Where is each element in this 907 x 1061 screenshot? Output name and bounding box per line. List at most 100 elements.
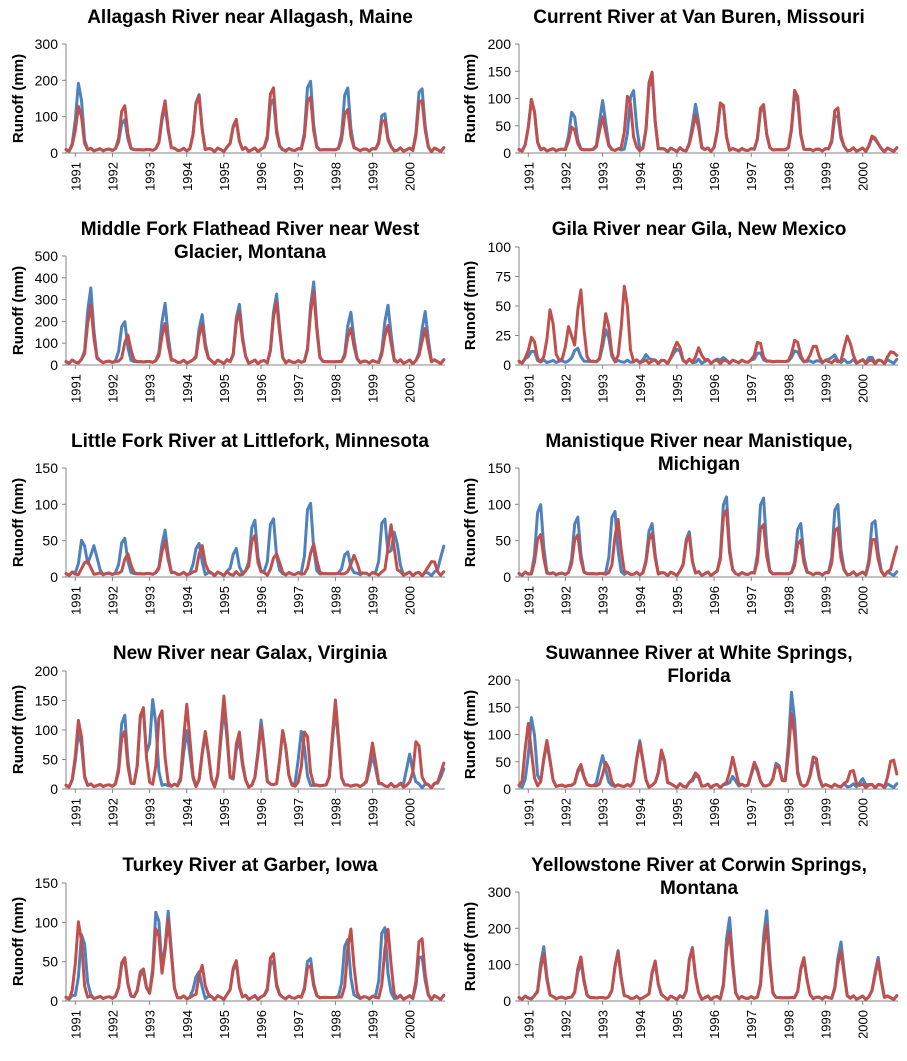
x-tick-label: 1997 <box>744 162 759 191</box>
series-line-red <box>64 917 446 1002</box>
chart-title: Allagash River near Allagash, Maine <box>87 7 413 28</box>
x-tick-label: 2000 <box>856 586 871 615</box>
x-tick-label: 2000 <box>403 798 418 827</box>
chart-title: New River near Galax, Virginia <box>112 643 388 664</box>
x-tick-label: 1995 <box>217 374 232 403</box>
x-tick-label: 1993 <box>143 374 158 403</box>
x-tick-label: 1993 <box>143 586 158 615</box>
y-tick-label: 50 <box>495 533 511 549</box>
x-tick-label: 1992 <box>558 374 573 403</box>
y-tick-label: 200 <box>35 663 59 679</box>
x-tick-label: 1993 <box>596 798 611 827</box>
x-tick-label: 1991 <box>521 1010 536 1039</box>
y-tick-label: 100 <box>35 722 59 738</box>
y-tick-label: 0 <box>503 145 511 161</box>
x-tick-label: 1997 <box>291 1010 306 1039</box>
y-tick-label: 50 <box>42 752 58 768</box>
x-tick-label: 1995 <box>670 798 685 827</box>
x-tick-label: 1998 <box>328 1010 343 1039</box>
chart-panel: Middle Fork Flathead River near West Gla… <box>0 212 453 424</box>
x-tick-label: 1999 <box>819 162 834 191</box>
y-tick-label: 150 <box>488 63 512 79</box>
x-tick-label: 1998 <box>328 586 343 615</box>
chart-svg: 0 100 200 300 1991 1992 1993 1994 1995 1996 1997 19… <box>488 884 899 1039</box>
x-tick-label: 1993 <box>596 374 611 403</box>
x-tick-label: 1993 <box>143 162 158 191</box>
series-line-red <box>64 86 446 154</box>
series-line-red <box>64 523 446 578</box>
x-tick-label: 1993 <box>596 162 611 191</box>
y-tick-label: 500 <box>35 248 59 264</box>
x-tick-label: 1996 <box>254 374 269 403</box>
chart-svg: 0 25 50 75 100 1991 1992 1993 1994 1995 1996 1997 19… <box>488 239 899 403</box>
x-tick-label: 1999 <box>366 162 381 191</box>
x-tick-label: 1994 <box>633 162 648 191</box>
x-tick-label: 1995 <box>217 586 232 615</box>
y-tick-label: 200 <box>35 313 59 329</box>
chart-panel: Suwannee River at White Springs, Florida… <box>453 636 906 848</box>
chart-panel: New River near Galax, Virginia Runoff (mm… <box>0 636 453 848</box>
x-tick-label: 1994 <box>180 1010 195 1039</box>
y-tick-label: 200 <box>488 36 512 52</box>
y-tick-label: 100 <box>35 109 59 125</box>
y-tick-label: 150 <box>35 875 59 891</box>
x-tick-label: 1999 <box>366 1010 381 1039</box>
y-tick-label: 50 <box>495 118 511 134</box>
x-tick-label: 1994 <box>633 798 648 827</box>
x-tick-label: 1997 <box>744 586 759 615</box>
x-tick-label: 1995 <box>670 586 685 615</box>
chart-title: Gila River near Gila, New Mexico <box>551 219 847 240</box>
x-tick-label: 1998 <box>781 374 796 403</box>
chart-panel: Manistique River near Manistique, Michig… <box>453 424 906 636</box>
x-tick-label: 1999 <box>819 798 834 827</box>
chart-title: Little Fork River at Littlefork, Minneso… <box>71 431 429 452</box>
x-tick-label: 1997 <box>744 1010 759 1039</box>
chart-svg: 0 50 100 150 200 1991 1992 1993 1994 1995 1996 1997… <box>488 672 899 827</box>
x-tick-label: 2000 <box>403 374 418 403</box>
x-tick-label: 2000 <box>403 586 418 615</box>
x-tick-label: 1997 <box>291 798 306 827</box>
y-tick-label: 300 <box>35 292 59 308</box>
chart-svg: 0 50 100 150 200 1991 1992 1993 1994 1995 1996 1997… <box>488 36 899 191</box>
chart-panel: Yellowstone River at Corwin Springs, Mon… <box>453 848 906 1060</box>
x-tick-label: 1999 <box>819 1010 834 1039</box>
chart-title: Yellowstone River at Corwin Springs, Mon… <box>531 855 867 899</box>
chart-svg: 0 100 200 300 400 500 1991 1992 1993 1994 1995 1996… <box>35 248 446 403</box>
x-tick-label: 1998 <box>328 798 343 827</box>
x-tick-label: 1996 <box>707 586 722 615</box>
y-tick-label: 150 <box>488 460 512 476</box>
y-tick-label: 300 <box>35 36 59 52</box>
series-line-red <box>64 694 446 790</box>
chart-title: Manistique River near Manistique, Michig… <box>545 431 853 475</box>
x-tick-label: 1995 <box>217 798 232 827</box>
y-tick-label: 0 <box>503 569 511 585</box>
series-line-red <box>64 289 446 366</box>
y-tick-label: 100 <box>488 239 512 255</box>
x-tick-label: 1992 <box>105 162 120 191</box>
y-tick-label: 0 <box>50 357 58 373</box>
x-tick-label: 1999 <box>366 798 381 827</box>
x-tick-label: 1997 <box>744 374 759 403</box>
x-tick-label: 1993 <box>143 1010 158 1039</box>
chart-svg: 0 50 100 150 1991 1992 1993 1994 1995 1996 1997 199… <box>488 460 899 615</box>
x-tick-label: 1992 <box>105 798 120 827</box>
y-tick-label: 50 <box>42 533 58 549</box>
x-tick-label: 1992 <box>558 798 573 827</box>
chart-svg: 0 100 200 300 1991 1992 1993 1994 1995 1996 1997 19… <box>35 36 446 191</box>
x-tick-label: 1991 <box>68 1010 83 1039</box>
x-tick-label: 1996 <box>707 1010 722 1039</box>
x-tick-label: 1992 <box>558 586 573 615</box>
y-tick-label: 0 <box>503 993 511 1009</box>
y-tick-label: 0 <box>50 993 58 1009</box>
y-tick-label: 200 <box>35 72 59 88</box>
x-tick-label: 1992 <box>105 586 120 615</box>
x-tick-label: 2000 <box>403 1010 418 1039</box>
x-tick-label: 1993 <box>143 798 158 827</box>
chart-svg: 0 50 100 150 1991 1992 1993 1994 1995 1996 1997 199… <box>35 875 446 1039</box>
chart-panel: Gila River near Gila, New Mexico Runoff (… <box>453 212 906 424</box>
y-tick-label: 25 <box>495 328 511 344</box>
x-tick-label: 1992 <box>558 162 573 191</box>
y-tick-label: 75 <box>495 269 511 285</box>
x-tick-label: 1999 <box>366 374 381 403</box>
x-tick-label: 1996 <box>254 1010 269 1039</box>
